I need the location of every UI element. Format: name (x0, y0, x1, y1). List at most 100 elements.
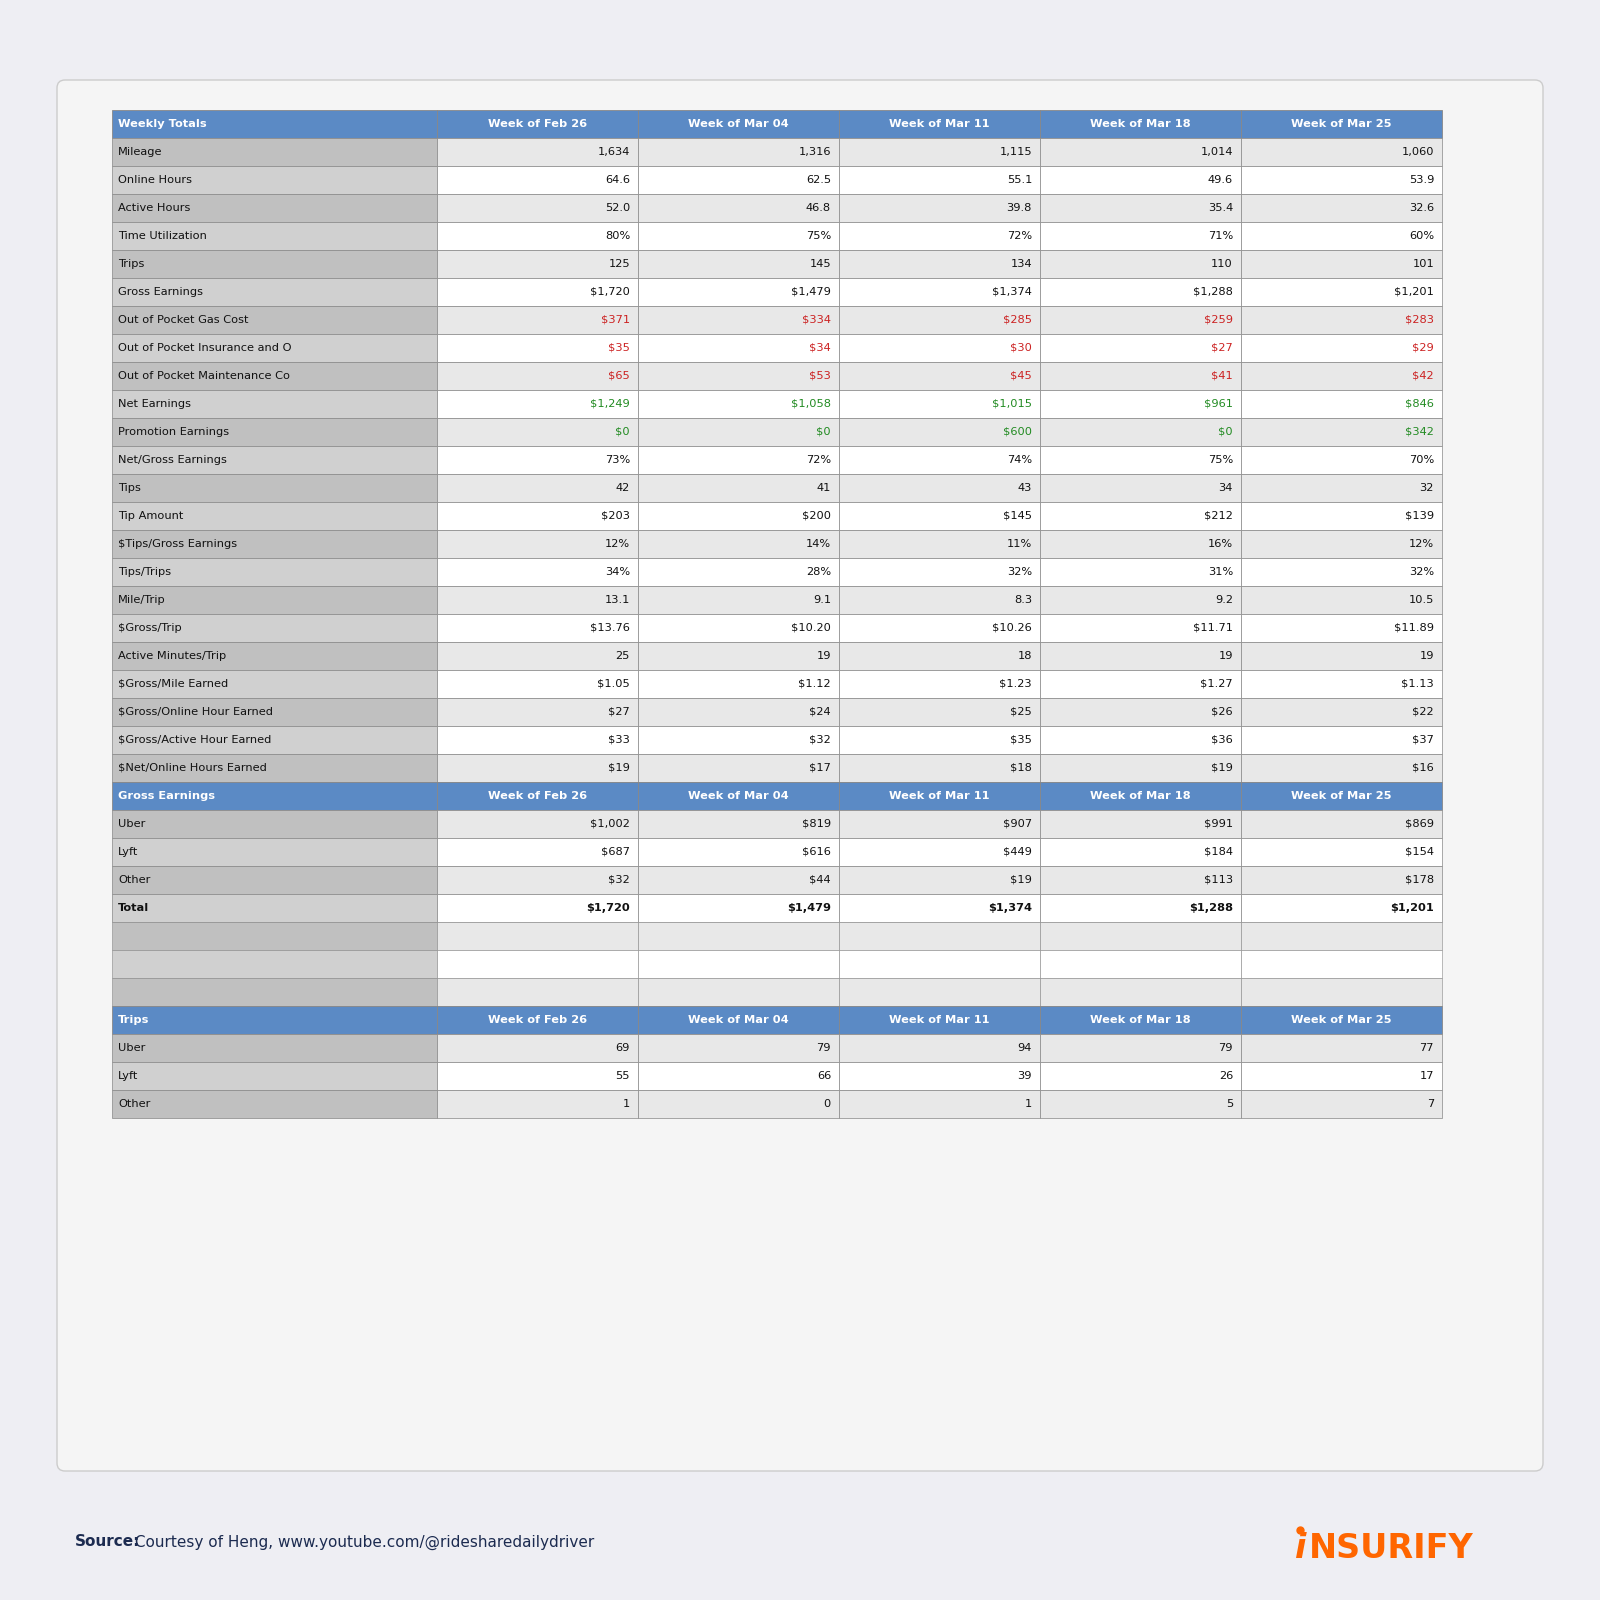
Text: 46.8: 46.8 (806, 203, 830, 213)
Text: $1,288: $1,288 (1189, 902, 1234, 914)
Bar (638, 726, 838, 754)
Bar (1242, 166, 1442, 194)
Text: $371: $371 (602, 315, 630, 325)
Text: $32: $32 (810, 734, 830, 746)
Text: 0: 0 (824, 1099, 830, 1109)
Bar (1242, 222, 1442, 250)
Bar (437, 138, 638, 166)
Text: 7: 7 (1427, 1099, 1434, 1109)
Bar (1242, 950, 1442, 978)
Bar (437, 894, 638, 922)
Bar (638, 530, 838, 558)
Bar (437, 950, 638, 978)
Bar (1040, 250, 1242, 278)
Bar (1040, 586, 1242, 614)
Text: 125: 125 (608, 259, 630, 269)
Bar (437, 726, 638, 754)
Bar (437, 978, 638, 1006)
Bar (437, 194, 638, 222)
Bar (437, 250, 638, 278)
Bar (1040, 782, 1242, 810)
Bar (638, 1006, 838, 1034)
Text: 26: 26 (1219, 1070, 1234, 1082)
Bar (638, 838, 838, 866)
Text: Online Hours: Online Hours (118, 174, 192, 186)
Bar (1040, 474, 1242, 502)
Text: 1,316: 1,316 (798, 147, 830, 157)
Bar (437, 614, 638, 642)
Text: 18: 18 (1018, 651, 1032, 661)
Text: 79: 79 (816, 1043, 830, 1053)
Bar (1242, 446, 1442, 474)
Bar (1242, 502, 1442, 530)
Bar (838, 754, 1040, 782)
Bar (112, 362, 437, 390)
Bar (1040, 670, 1242, 698)
Text: Week of Mar 25: Week of Mar 25 (1291, 790, 1392, 802)
Bar (638, 698, 838, 726)
Text: $1.23: $1.23 (1000, 678, 1032, 690)
Bar (838, 950, 1040, 978)
Text: 32%: 32% (1006, 566, 1032, 578)
Bar (1242, 978, 1442, 1006)
Text: 31%: 31% (1208, 566, 1234, 578)
Text: $Gross/Trip: $Gross/Trip (118, 622, 182, 634)
Bar (112, 530, 437, 558)
Bar (638, 782, 838, 810)
Text: Time Utilization: Time Utilization (118, 230, 206, 242)
Bar (638, 166, 838, 194)
Bar (437, 502, 638, 530)
Text: 66: 66 (816, 1070, 830, 1082)
Bar (638, 306, 838, 334)
Bar (838, 278, 1040, 306)
Text: 145: 145 (810, 259, 830, 269)
Text: 1,634: 1,634 (598, 147, 630, 157)
Bar (838, 838, 1040, 866)
Text: Lyft: Lyft (118, 1070, 138, 1082)
Bar (1040, 446, 1242, 474)
Text: $29: $29 (1413, 342, 1434, 354)
Text: i: i (1294, 1531, 1307, 1565)
Text: $819: $819 (802, 819, 830, 829)
Bar (838, 866, 1040, 894)
Text: 19: 19 (1419, 651, 1434, 661)
Bar (638, 1034, 838, 1062)
Text: $32: $32 (608, 875, 630, 885)
Text: 32%: 32% (1410, 566, 1434, 578)
Bar (112, 446, 437, 474)
Text: $259: $259 (1205, 315, 1234, 325)
Text: 14%: 14% (806, 539, 830, 549)
Bar (1040, 390, 1242, 418)
Text: Other: Other (118, 875, 150, 885)
Text: Tip Amount: Tip Amount (118, 510, 184, 522)
Bar (1040, 502, 1242, 530)
Bar (638, 138, 838, 166)
Bar (1242, 250, 1442, 278)
Bar (838, 586, 1040, 614)
Bar (638, 1090, 838, 1118)
Bar (437, 530, 638, 558)
Bar (437, 698, 638, 726)
Bar (112, 166, 437, 194)
Text: $184: $184 (1205, 846, 1234, 858)
Bar (1242, 1034, 1442, 1062)
Text: 62.5: 62.5 (806, 174, 830, 186)
Bar (838, 614, 1040, 642)
Text: $22: $22 (1413, 707, 1434, 717)
Bar (1242, 362, 1442, 390)
Text: 12%: 12% (605, 539, 630, 549)
Text: $200: $200 (802, 510, 830, 522)
Bar (838, 1034, 1040, 1062)
Text: $178: $178 (1405, 875, 1434, 885)
Text: $600: $600 (1003, 427, 1032, 437)
Text: 39: 39 (1018, 1070, 1032, 1082)
Bar (437, 362, 638, 390)
Bar (112, 782, 437, 810)
Text: 42: 42 (616, 483, 630, 493)
Text: Week of Mar 04: Week of Mar 04 (688, 118, 789, 130)
Bar (437, 838, 638, 866)
Text: $1.05: $1.05 (597, 678, 630, 690)
Text: $687: $687 (602, 846, 630, 858)
Bar (638, 362, 838, 390)
Text: $283: $283 (1405, 315, 1434, 325)
